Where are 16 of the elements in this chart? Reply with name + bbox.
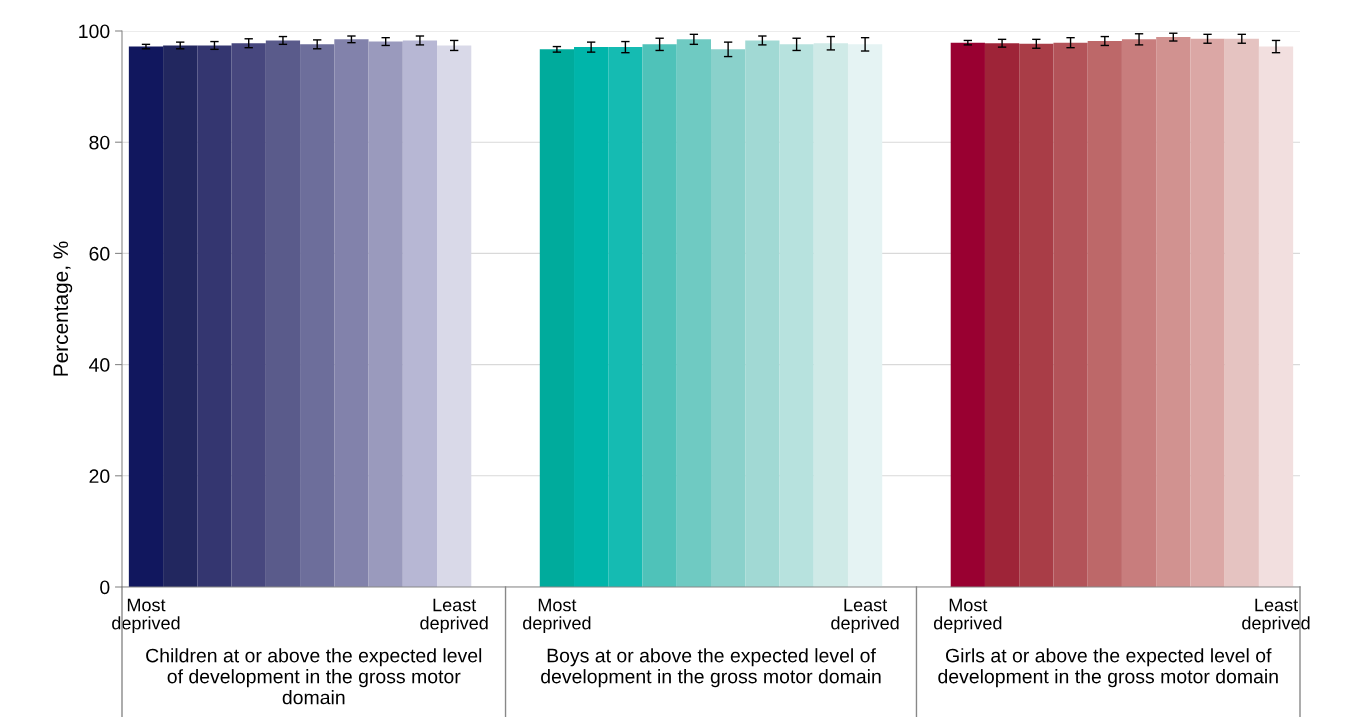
- y-tick-label: 40: [89, 358, 110, 372]
- x-tick-label: Most deprived: [933, 598, 1002, 634]
- text: Boys at or above the expected level of development in the gross motor domain: [541, 648, 881, 688]
- text: Girls at or above the expected level of development in the gross motor domain: [938, 648, 1278, 688]
- y-tick-label: 20: [89, 469, 110, 484]
- x-tick-label: Least deprived: [1242, 598, 1310, 634]
- x-tick-label: Most deprived: [523, 598, 591, 634]
- y-tick-label: 80: [89, 135, 110, 150]
- text: Children at or above the expected level of development in the gross motor domain: [146, 648, 482, 705]
- y-tick-label: 60: [89, 246, 110, 261]
- x-tick-label: Most deprived: [112, 598, 180, 634]
- x-tick-label: Least deprived: [831, 598, 899, 634]
- y-tick-label: 100: [79, 24, 110, 39]
- x-tick-label: Least deprived: [420, 598, 488, 634]
- y-tick-label: 0: [100, 580, 110, 595]
- y-axis-title: Percentage, %: [53, 241, 73, 376]
